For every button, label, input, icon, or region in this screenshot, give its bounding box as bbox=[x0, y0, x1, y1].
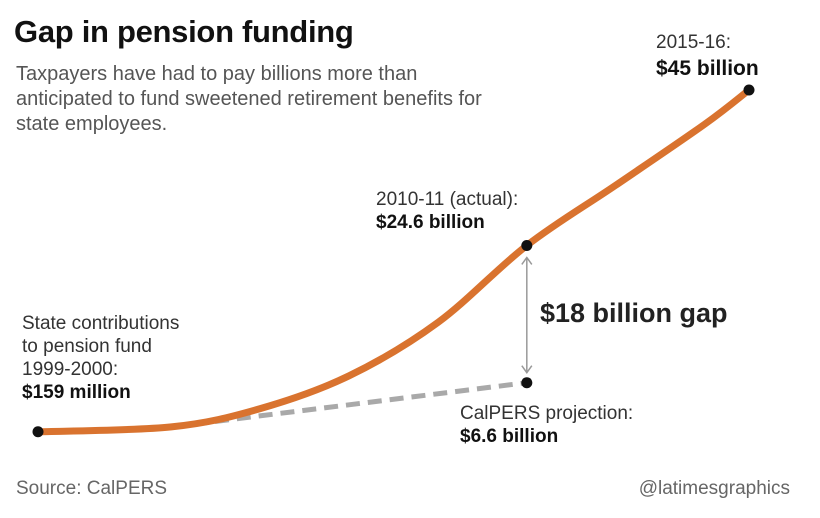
annotation-start-line-1: State contributions bbox=[22, 313, 180, 334]
annotation-start-line-2: to pension fund bbox=[22, 336, 152, 357]
chart-title: Gap in pension funding bbox=[14, 14, 354, 49]
annotation-start: State contributions to pension fund 1999… bbox=[22, 312, 179, 404]
annotation-end-line-1: 2015-16: bbox=[656, 32, 732, 53]
credit-note: @latimesgraphics bbox=[638, 478, 790, 499]
annotation-start-line-3: 1999-2000: bbox=[22, 359, 119, 380]
series-line-calpers-projection bbox=[171, 380, 528, 430]
gap-arrow bbox=[521, 256, 533, 374]
annotation-mid: 2010-11 (actual): $24.6 billion bbox=[376, 188, 518, 234]
gap-label: $18 billion gap bbox=[540, 298, 728, 328]
data-point-1 bbox=[32, 426, 44, 438]
data-point-3 bbox=[743, 84, 755, 96]
annotation-mid-value: $24.6 billion bbox=[376, 212, 485, 233]
annotation-end: 2015-16: $45 billion bbox=[656, 30, 759, 82]
source-note: Source: CalPERS bbox=[16, 478, 168, 499]
annotation-projection-line-1: CalPERS projection: bbox=[460, 403, 634, 424]
annotation-end-value: $45 billion bbox=[656, 57, 759, 80]
annotation-mid-line-1: 2010-11 (actual): bbox=[376, 189, 519, 210]
annotation-projection: CalPERS projection: $6.6 billion bbox=[460, 402, 633, 448]
data-point-2 bbox=[521, 239, 533, 251]
data-point-4 bbox=[521, 377, 533, 389]
annotation-projection-value: $6.6 billion bbox=[460, 426, 559, 447]
annotation-start-value: $159 million bbox=[22, 382, 131, 403]
series-line-state-contributions-actual bbox=[34, 86, 753, 436]
chart-subtitle: Taxpayers have had to pay billions more … bbox=[16, 63, 482, 135]
